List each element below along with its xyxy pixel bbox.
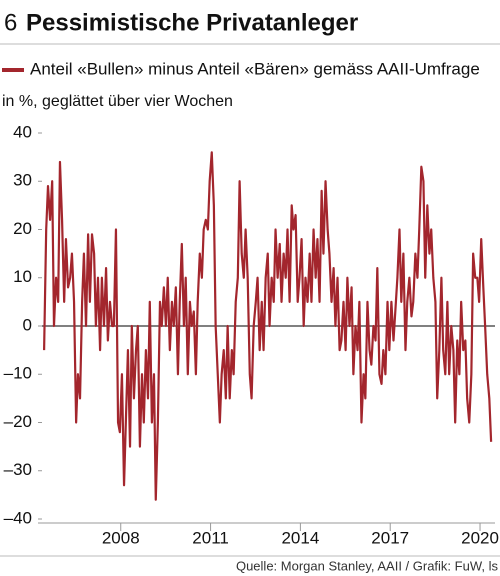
legend-label: Anteil «Bullen» minus Anteil «Bären» gem… <box>30 59 480 78</box>
y-tick-label: –40 <box>4 508 32 527</box>
y-tick-label: –20 <box>4 412 32 431</box>
y-tick-label: 0 <box>23 315 32 334</box>
data-line <box>43 151 493 501</box>
y-tick-label: 40 <box>13 122 32 141</box>
x-tick-label: 2017 <box>371 528 409 547</box>
x-tick-label: 2014 <box>281 528 319 547</box>
y-tick-label: 30 <box>13 171 32 190</box>
chart-number: 6 <box>4 9 17 36</box>
y-tick-label: 10 <box>13 267 32 286</box>
x-tick-label: 2020 <box>461 528 499 547</box>
x-tick-label: 2008 <box>102 528 140 547</box>
y-axis-label: in %, geglättet über vier Wochen <box>2 93 233 110</box>
y-tick-label: 20 <box>13 219 32 238</box>
x-tick-label: 2011 <box>192 528 229 547</box>
source: Quelle: Morgan Stanley, AAII / Grafik: F… <box>236 558 499 573</box>
chart-title: Pessimistische Privatanleger <box>26 9 358 36</box>
y-tick-label: –30 <box>4 460 32 479</box>
y-tick-label: –10 <box>4 364 32 383</box>
